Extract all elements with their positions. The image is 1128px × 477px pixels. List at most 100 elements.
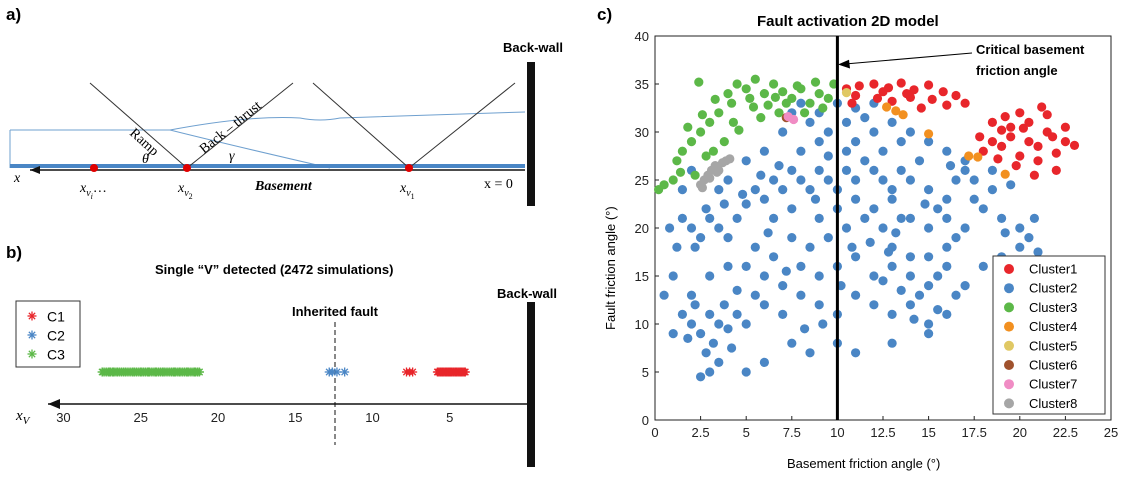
cluster3-point	[814, 89, 824, 99]
panel-b: b) Single “V” detected (2472 simulations…	[6, 243, 557, 467]
cluster2-point	[896, 165, 906, 175]
cluster1-point	[878, 87, 888, 97]
cluster2-point	[781, 266, 791, 276]
cluster1-point	[916, 103, 926, 113]
cluster2-point	[756, 170, 766, 180]
backthrust-line	[186, 82, 294, 169]
cluster2-point	[814, 271, 824, 281]
cluster1-point	[1006, 122, 1016, 132]
cluster2-point	[738, 189, 748, 199]
cluster4-point	[1000, 169, 1010, 179]
cluster2-point	[677, 213, 688, 223]
cluster2-point	[887, 194, 897, 204]
cluster2-point	[909, 314, 919, 324]
y-tick-label: 40	[635, 29, 649, 44]
panel-b-tick-label: 15	[288, 410, 302, 425]
cluster1-point	[1011, 161, 1021, 171]
cluster2-point	[942, 261, 952, 271]
cluster3-point	[675, 167, 686, 177]
cluster3-point	[714, 108, 724, 118]
cluster2-point	[805, 117, 815, 127]
cluster2-point	[750, 290, 760, 300]
legend-label-cluster6: Cluster6	[1029, 358, 1077, 373]
cluster2-point	[969, 194, 979, 204]
cluster2-point	[732, 285, 742, 295]
annotation-arrow-line	[844, 52, 973, 65]
cluster2-point	[672, 242, 682, 252]
y-tick-label: 35	[635, 77, 649, 92]
cluster2-point	[665, 223, 675, 233]
x-zero-label: x = 0	[484, 177, 513, 192]
panel-b-axis-arrow-icon	[48, 399, 60, 409]
y-tick-label: 15	[635, 269, 649, 284]
cluster1-point	[1033, 141, 1043, 151]
cluster5-point	[841, 88, 852, 98]
cluster2-point	[869, 300, 879, 310]
cluster2-point	[896, 213, 906, 223]
inherited-fault-label: Inherited fault	[292, 304, 379, 319]
cluster2-point	[769, 175, 779, 185]
cluster2-point	[865, 237, 875, 247]
cluster3-point	[668, 175, 678, 185]
cluster3-point	[719, 137, 729, 147]
cluster2-point	[759, 300, 770, 310]
basement-label: Basement	[254, 179, 313, 194]
y-tick-label: 0	[642, 413, 649, 428]
legend-label-cluster4: Cluster4	[1029, 319, 1077, 334]
cluster2-point	[659, 290, 669, 300]
cluster1-point	[1006, 132, 1016, 142]
cluster1-point	[1033, 156, 1043, 166]
cluster2-point	[778, 127, 788, 137]
cluster2-point	[763, 228, 773, 238]
x-tick-label: 10	[830, 425, 844, 440]
panel-b-tick-label: 30	[56, 410, 70, 425]
cluster2-point	[945, 161, 956, 171]
cluster3-point	[734, 125, 744, 135]
cluster1-point	[902, 89, 912, 99]
cluster2-point	[723, 175, 733, 185]
cluster1-point	[960, 98, 970, 108]
y-tick-label: 25	[635, 173, 649, 188]
legend-star-c2	[27, 330, 37, 340]
cluster1-point	[993, 154, 1003, 164]
c3-mark	[98, 367, 108, 377]
cluster2-point	[878, 276, 888, 286]
cluster2-point	[1006, 180, 1016, 190]
cluster2-point	[800, 324, 810, 334]
cluster4-point	[891, 106, 901, 116]
cluster2-point	[891, 228, 901, 238]
cluster2-point	[741, 261, 751, 271]
panel-b-ticks: 30 25 20 15 10 5	[56, 410, 453, 425]
cluster1-point	[909, 85, 919, 95]
legend-label-cluster5: Cluster5	[1029, 338, 1077, 353]
cluster1-point	[1060, 137, 1070, 147]
annotation-arrowhead-icon	[838, 59, 850, 69]
cluster3-point	[745, 93, 755, 103]
cluster2-point	[942, 194, 952, 204]
cluster2-point	[942, 309, 952, 319]
cluster1-point	[869, 79, 879, 89]
x-axis-title: Basement friction angle (°)	[787, 456, 940, 471]
cluster2-point	[732, 309, 742, 319]
cluster2-point	[883, 247, 894, 257]
cluster2-point	[887, 261, 897, 271]
cluster2-point	[696, 329, 706, 339]
cluster2-point	[668, 271, 678, 281]
cluster3-point	[694, 77, 704, 87]
cluster1-point	[1051, 165, 1061, 175]
cluster2-point	[690, 300, 700, 310]
c2-mark	[340, 367, 350, 377]
cluster2-point	[978, 261, 988, 271]
cluster2-point	[942, 213, 952, 223]
cluster2-point	[951, 175, 961, 185]
cluster1-point	[987, 137, 998, 147]
panel-b-backwall-bar	[527, 302, 535, 467]
c1-mark	[408, 367, 418, 377]
cluster2-point	[741, 367, 751, 377]
cluster2-point	[924, 137, 934, 147]
cluster3-point	[710, 94, 720, 104]
cluster2-point	[719, 199, 729, 209]
legend-label-c1: C1	[47, 309, 65, 325]
y-axis-title: Fault friction angle (°)	[603, 206, 618, 330]
cluster2-point	[851, 175, 861, 185]
